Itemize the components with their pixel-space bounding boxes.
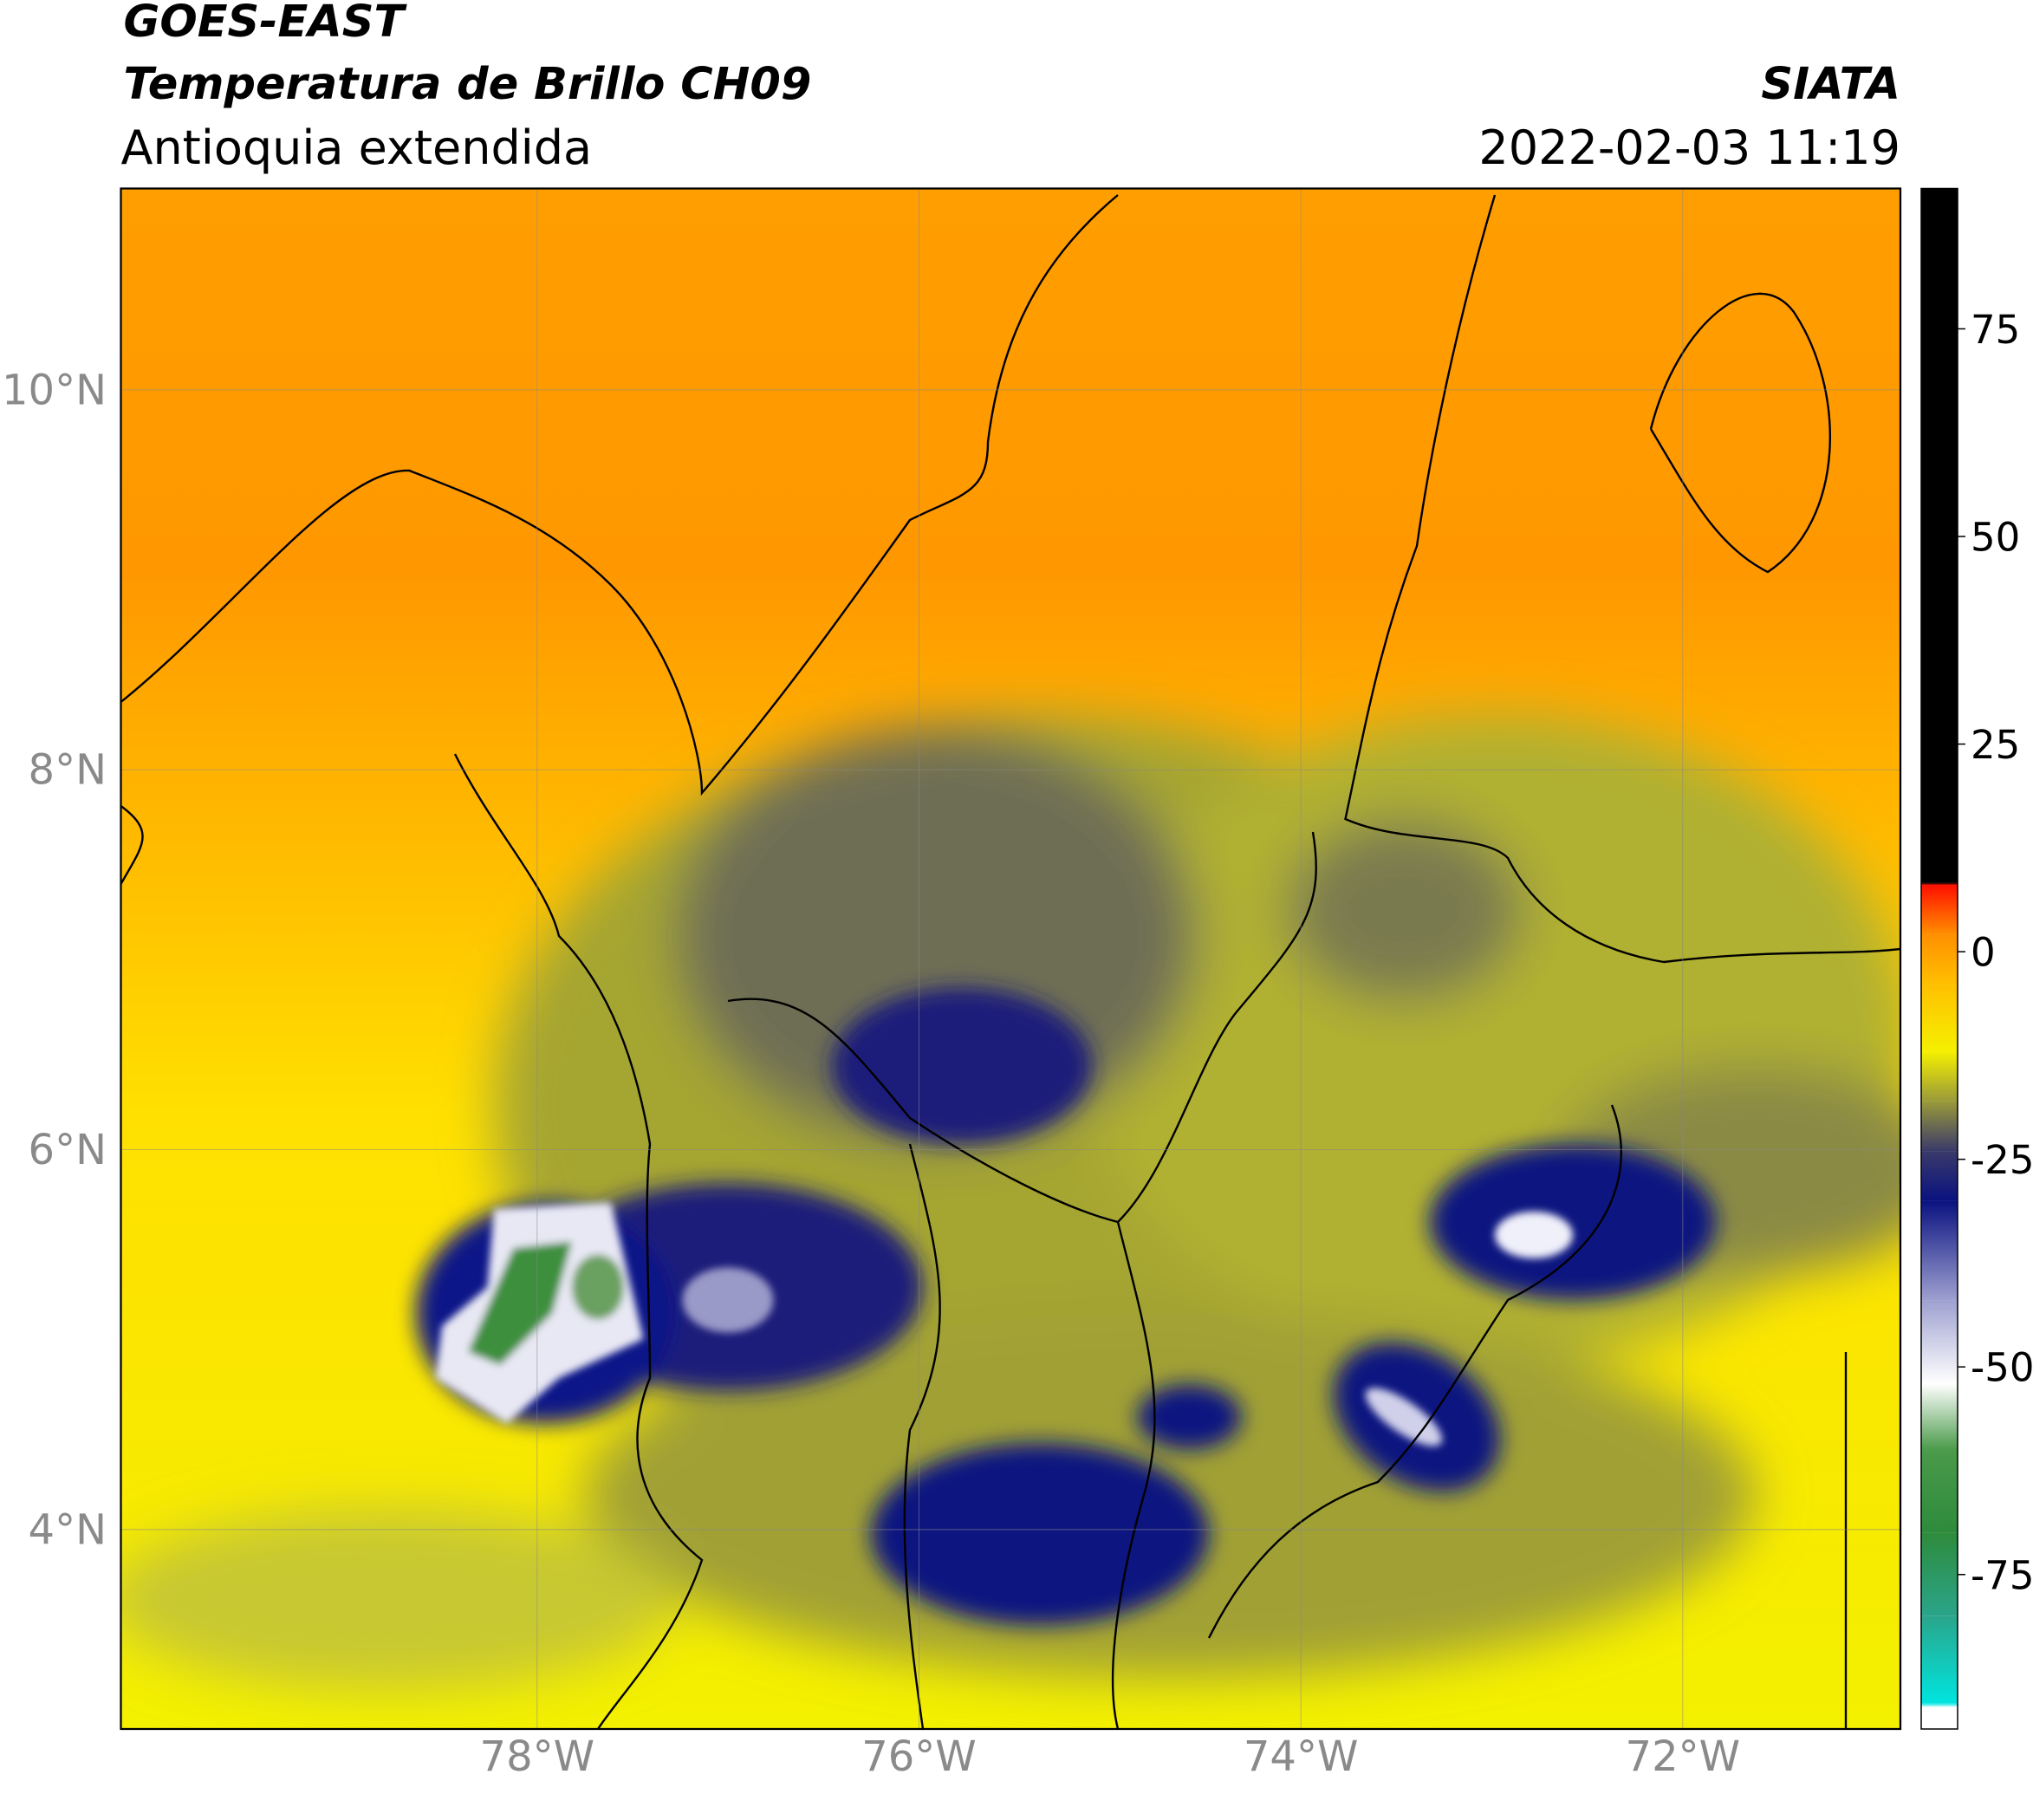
colorbar-segment	[1921, 885, 1958, 935]
colorbar-frame	[1920, 187, 1958, 1730]
graticule	[120, 188, 1900, 1729]
colorbar-segment	[1921, 934, 1958, 985]
colorbar-tick-label: 75	[1971, 307, 2020, 353]
map-frame	[120, 187, 1902, 1731]
colorbar-segment	[1921, 1300, 1958, 1384]
datetime: 2022-02-03 11:19	[1478, 120, 1900, 175]
colorbar-segment	[1921, 188, 1958, 883]
colorbar-segment	[1921, 1151, 1958, 1201]
lon-tick-label: 74°W	[1244, 1732, 1359, 1781]
colorbar-tick-label: 25	[1971, 722, 2020, 768]
product-title: Temperatura de Brillo CH09	[124, 59, 812, 110]
lon-tick-label: 78°W	[480, 1732, 595, 1781]
colorbar-segment	[1921, 985, 1958, 1052]
lat-tick-label: 8°N	[29, 746, 107, 795]
colorbar-segment	[1921, 1703, 1958, 1708]
lat-tick-label: 4°N	[29, 1505, 107, 1554]
lat-tick-label: 6°N	[29, 1126, 107, 1174]
colorbar-tick-label: -25	[1971, 1137, 2033, 1183]
colorbar-segment	[1921, 1051, 1958, 1102]
source-title: SIATA	[1761, 59, 1900, 110]
lat-tick-label: 10°N	[2, 366, 107, 414]
lon-tick-label: 72°W	[1626, 1732, 1741, 1781]
colorbar-segment	[1921, 1707, 1958, 1729]
colorbar-tick-label: 50	[1971, 514, 2020, 560]
lon-tick-label: 76°W	[861, 1732, 977, 1781]
colorbar-segment	[1921, 1615, 1958, 1704]
region-subtitle: Antioquia extendida	[121, 120, 593, 175]
colorbar-tick-label: 0	[1971, 930, 1996, 976]
satellite-title: GOES-EAST	[124, 0, 408, 48]
colorbar-tick-label: -50	[1971, 1345, 2033, 1391]
colorbar: -75 -50 -25 0 25 50 75	[1920, 187, 2033, 1730]
colorbar-segment	[1921, 1532, 1958, 1616]
colorbar-segment	[1921, 1101, 1958, 1152]
map-image	[120, 188, 1900, 1729]
colorbar-segment	[1921, 1200, 1958, 1301]
colorbar-segment	[1921, 1450, 1958, 1533]
colorbar-tick-label: -75	[1971, 1552, 2033, 1598]
colorbar-segment	[1921, 1383, 1958, 1451]
colorbar-segment	[1921, 882, 1958, 886]
